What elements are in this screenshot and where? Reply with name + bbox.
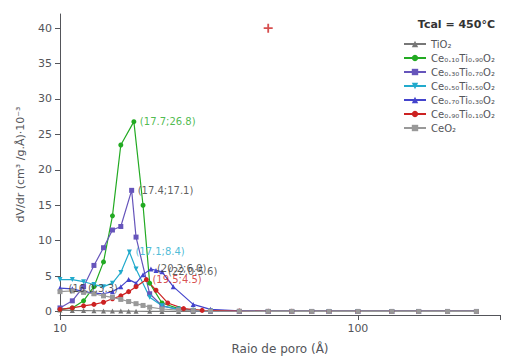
svg-text:(22.0;5.6): (22.0;5.6) <box>168 266 218 278</box>
svg-text:15: 15 <box>38 199 52 212</box>
svg-text:5: 5 <box>45 270 52 283</box>
svg-text:10: 10 <box>38 234 52 247</box>
svg-text:35: 35 <box>38 57 52 70</box>
svg-text:10: 10 <box>53 322 67 335</box>
svg-text:CeO₂: CeO₂ <box>431 123 456 134</box>
svg-text:Ce₀.₉₀Ti₀.₁₀O₂: Ce₀.₉₀Ti₀.₁₀O₂ <box>431 109 495 120</box>
svg-text:Ce₀.₃₀Ti₀.₇₀O₂: Ce₀.₃₀Ti₀.₇₀O₂ <box>431 67 495 78</box>
svg-text:30: 30 <box>38 92 52 105</box>
svg-text:dV/dr (cm³ /g.Å)·10⁻³: dV/dr (cm³ /g.Å)·10⁻³ <box>14 107 27 223</box>
svg-text:Raio de poro (Å): Raio de poro (Å) <box>231 341 328 356</box>
svg-text:Ce₀.₁₀Ti₀.₉₀O₂: Ce₀.₁₀Ti₀.₉₀O₂ <box>431 53 495 64</box>
svg-text:Ce₀.₇₀Ti₀.₃₀O₂: Ce₀.₇₀Ti₀.₃₀O₂ <box>431 95 495 106</box>
svg-text:(17.4;17.1): (17.4;17.1) <box>138 185 194 196</box>
svg-text:20: 20 <box>38 163 52 176</box>
svg-text:100: 100 <box>347 322 368 335</box>
svg-text:(17.1;8.4): (17.1;8.4) <box>135 246 184 257</box>
svg-text:(19.5;4.5): (19.5;4.5) <box>152 274 201 285</box>
svg-text:(17.7;26.8): (17.7;26.8) <box>140 116 196 127</box>
svg-text:0: 0 <box>45 305 52 318</box>
svg-text:(16.0;3.3): (16.0;3.3) <box>69 283 118 294</box>
svg-text:Ce₀.₅₀Ti₀.₅₀O₂: Ce₀.₅₀Ti₀.₅₀O₂ <box>431 81 495 92</box>
svg-text:25: 25 <box>38 128 52 141</box>
svg-text:40: 40 <box>38 22 52 35</box>
svg-text:TiO₂: TiO₂ <box>430 39 451 50</box>
svg-text:Tcal = 450°C: Tcal = 450°C <box>418 18 495 31</box>
